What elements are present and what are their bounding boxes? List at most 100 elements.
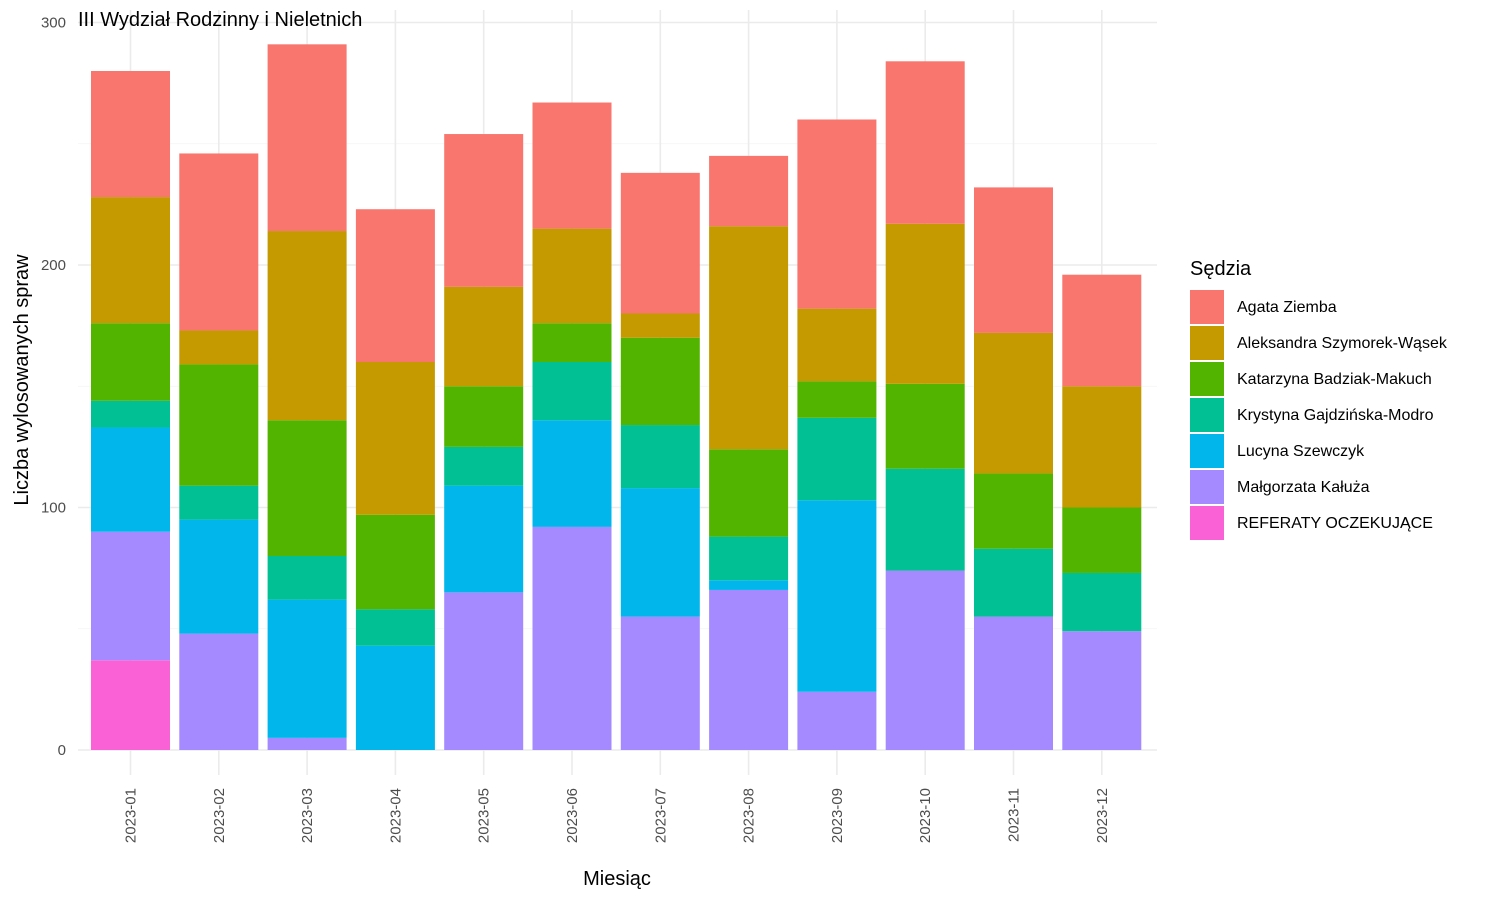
bar-segment — [355, 645, 435, 750]
legend-title: Sędzia — [1190, 258, 1252, 280]
bar-segment — [444, 134, 524, 287]
bar-segment — [91, 427, 170, 532]
bar-segment — [267, 556, 347, 600]
x-tick-label: 2023-12 — [1094, 788, 1111, 843]
y-tick-label: 0 — [58, 742, 66, 759]
bar-segment — [444, 592, 524, 750]
bar-segment — [444, 386, 524, 447]
bar-segment — [532, 228, 612, 324]
legend-swatch — [1190, 434, 1224, 468]
y-tick-label: 200 — [41, 257, 66, 274]
bar-segment — [179, 519, 259, 634]
bar-segment — [444, 446, 524, 486]
x-tick-label: 2023-04 — [387, 788, 404, 843]
bar-segment — [91, 660, 170, 750]
legend-label: Krystyna Gajdzińska-Modro — [1237, 407, 1434, 424]
bar-segment — [797, 691, 877, 750]
bars — [91, 44, 1142, 750]
bar-segment — [267, 599, 347, 738]
bar-segment — [885, 570, 965, 750]
bar-segment — [885, 383, 965, 469]
bar-segment — [620, 172, 700, 314]
x-axis-ticks: 2023-01 2023-02 2023-03 2023-04 2023-05 2023-… — [123, 788, 1111, 843]
bar-segment — [1062, 386, 1142, 508]
bar-segment — [885, 61, 965, 224]
legend-swatch — [1190, 326, 1224, 360]
bar-segment — [532, 526, 612, 750]
bar-segment — [974, 473, 1053, 549]
legend-swatch — [1190, 470, 1224, 504]
bar-segment — [355, 514, 435, 610]
bar-segment — [91, 531, 170, 661]
bar-segment — [709, 580, 789, 590]
bar-segment — [620, 337, 700, 426]
bar-segment — [974, 332, 1053, 474]
bar-segment — [444, 286, 524, 387]
bar-segment — [267, 231, 347, 421]
y-tick-label: 300 — [41, 15, 66, 32]
bar-segment — [620, 313, 700, 338]
bar-segment — [1062, 507, 1142, 573]
x-tick-label: 2023-02 — [211, 788, 228, 843]
bar-segment — [355, 209, 435, 362]
bar-segment — [1062, 631, 1142, 750]
bar-segment — [797, 381, 877, 418]
bar-segment — [267, 44, 347, 232]
bar-segment — [179, 633, 259, 750]
bar-segment — [91, 71, 170, 198]
x-tick-label: 2023-06 — [564, 788, 581, 843]
x-tick-label: 2023-11 — [1006, 788, 1023, 842]
bar-segment — [709, 536, 789, 581]
bar-segment — [620, 616, 700, 750]
x-axis-title: Miesiąc — [583, 868, 651, 890]
x-tick-label: 2023-09 — [829, 788, 846, 843]
legend-label: Agata Ziemba — [1237, 299, 1337, 316]
legend: Sędzia Agata Ziemba Aleksandra Szymorek-W… — [1190, 258, 1448, 540]
bar-segment — [709, 155, 789, 227]
bar-segment — [620, 425, 700, 489]
y-axis-ticks: 0 100 200 300 — [41, 15, 66, 760]
bar-segment — [709, 589, 789, 750]
y-axis-title: Liczba wylosowanych spraw — [11, 254, 33, 506]
bar-segment — [444, 485, 524, 593]
legend-swatch — [1190, 506, 1224, 540]
bar-segment — [355, 609, 435, 646]
bar-segment — [797, 500, 877, 692]
legend-label: Katarzyna Badziak-Makuch — [1237, 371, 1432, 388]
bar-segment — [1062, 572, 1142, 632]
bar-segment — [91, 197, 170, 324]
bar-segment — [267, 737, 347, 750]
legend-swatch — [1190, 398, 1224, 432]
bar-segment — [620, 488, 700, 617]
y-tick-label: 100 — [41, 500, 66, 517]
bar-segment — [532, 323, 612, 362]
legend-swatch — [1190, 290, 1224, 324]
bar-segment — [179, 485, 259, 520]
bar-segment — [179, 153, 259, 331]
x-tick-label: 2023-01 — [123, 788, 140, 843]
bar-segment — [532, 420, 612, 527]
bar-segment — [974, 548, 1053, 617]
bar-segment — [179, 364, 259, 486]
legend-label: Małgorzata Kałuża — [1237, 479, 1370, 496]
x-tick-label: 2023-08 — [741, 788, 758, 843]
x-tick-label: 2023-03 — [299, 788, 316, 843]
bar-segment — [709, 449, 789, 537]
bar-segment — [267, 420, 347, 556]
bar-segment — [179, 330, 259, 365]
bar-segment — [885, 223, 965, 384]
x-tick-label: 2023-05 — [476, 788, 493, 843]
x-tick-label: 2023-10 — [917, 788, 934, 843]
bar-segment — [355, 362, 435, 515]
bar-segment — [532, 362, 612, 421]
legend-label: REFERATY OCZEKUJĄCE — [1237, 515, 1433, 532]
bar-segment — [885, 468, 965, 571]
legend-swatch — [1190, 362, 1224, 396]
bar-segment — [974, 616, 1053, 750]
bar-segment — [974, 187, 1053, 333]
bar-segment — [532, 102, 612, 229]
bar-segment — [797, 119, 877, 309]
legend-label: Lucyna Szewczyk — [1237, 443, 1365, 460]
legend-label: Aleksandra Szymorek-Wąsek — [1237, 335, 1448, 352]
